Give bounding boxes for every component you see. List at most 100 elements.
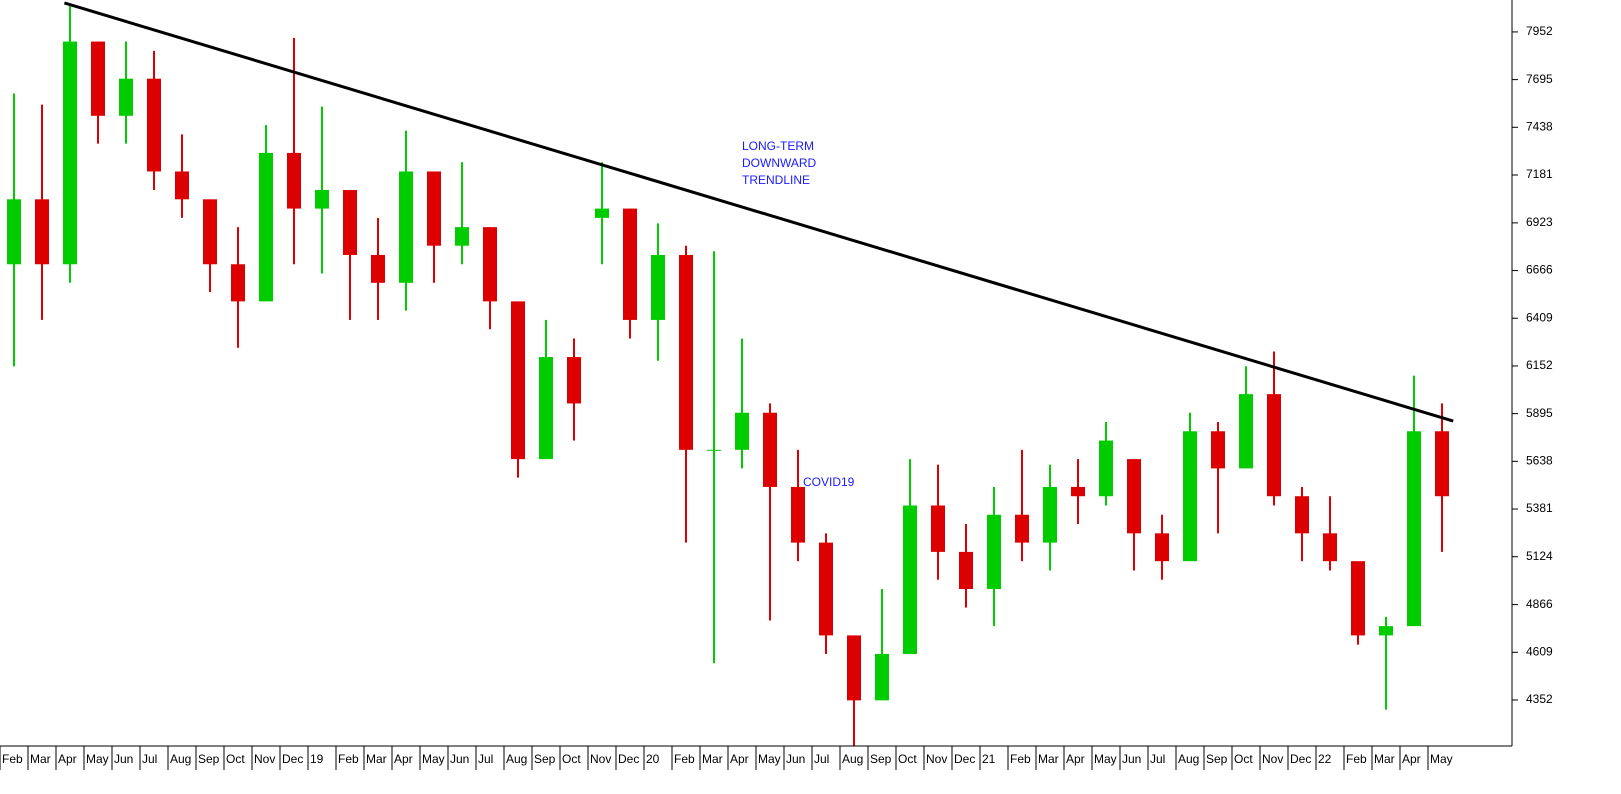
candle-body <box>399 171 413 283</box>
trendline <box>63 1 1454 423</box>
y-tick-label: 5895 <box>1526 406 1553 420</box>
candle-body <box>1379 626 1393 636</box>
x-tick-label: Feb <box>1010 752 1031 766</box>
x-tick-label: Feb <box>1346 752 1367 766</box>
x-tick-label: May <box>86 752 109 766</box>
candle-body <box>931 505 945 552</box>
x-tick-label: Apr <box>730 752 749 766</box>
candle-body <box>63 41 77 265</box>
candle-body <box>483 227 497 302</box>
candle-body <box>259 152 273 302</box>
candle-body <box>539 357 553 460</box>
x-tick-label: Feb <box>338 752 359 766</box>
candle-body <box>1211 431 1225 469</box>
candle-body <box>1127 459 1141 534</box>
y-tick-label: 6152 <box>1526 358 1553 372</box>
x-tick-label: Aug <box>170 752 191 766</box>
x-tick-label: Mar <box>702 752 723 766</box>
candle-body <box>231 264 245 302</box>
candle-body <box>427 171 441 246</box>
candle-body <box>91 41 105 116</box>
x-tick-label: May <box>1094 752 1117 766</box>
y-tick-label: 6923 <box>1526 215 1553 229</box>
x-tick-label: Oct <box>226 752 245 766</box>
y-tick-label: 5124 <box>1526 549 1553 563</box>
y-tick-label: 5381 <box>1526 501 1553 515</box>
x-tick-label: Dec <box>954 752 975 766</box>
x-tick-label: Mar <box>366 752 387 766</box>
x-tick-label: Jul <box>478 752 493 766</box>
candle-body <box>595 208 609 218</box>
x-tick-label: Jun <box>450 752 469 766</box>
x-tick-label: Feb <box>2 752 23 766</box>
x-tick-label: Sep <box>870 752 892 766</box>
x-tick-label: 20 <box>646 752 660 766</box>
x-tick-label: Jul <box>1150 752 1165 766</box>
candle-body <box>315 190 329 209</box>
x-tick-label: 22 <box>1318 752 1332 766</box>
candle-body <box>119 78 133 116</box>
candle-body <box>819 542 833 636</box>
candle-body <box>1267 394 1281 497</box>
candle-body <box>651 254 665 320</box>
candle-body <box>343 190 357 255</box>
candle-body <box>511 301 525 460</box>
x-tick-label: Aug <box>506 752 527 766</box>
x-tick-label: Jul <box>142 752 157 766</box>
x-tick-label: Aug <box>842 752 863 766</box>
x-tick-label: Jun <box>114 752 133 766</box>
candle-body <box>1323 533 1337 562</box>
annotation: TRENDLINE <box>742 173 810 187</box>
candle-body <box>679 254 693 450</box>
candle-body <box>707 449 721 451</box>
x-tick-label: Dec <box>618 752 639 766</box>
x-tick-label: Oct <box>1234 752 1253 766</box>
x-tick-label: Mar <box>1374 752 1395 766</box>
candle-body <box>623 208 637 320</box>
x-tick-label: Mar <box>1038 752 1059 766</box>
candle-body <box>735 412 749 450</box>
candle-body <box>847 635 861 701</box>
candle-body <box>1071 486 1085 497</box>
candle-body <box>791 486 805 543</box>
candle-body <box>763 412 777 487</box>
candle-body <box>1351 561 1365 636</box>
candle-body <box>1043 486 1057 543</box>
x-tick-label: Sep <box>534 752 556 766</box>
candle-body <box>1295 496 1309 534</box>
annotation: COVID19 <box>803 475 855 489</box>
x-tick-label: Jul <box>814 752 829 766</box>
x-tick-label: 19 <box>310 752 324 766</box>
y-tick-label: 6409 <box>1526 310 1553 324</box>
x-tick-label: May <box>422 752 445 766</box>
candle-body <box>147 78 161 172</box>
x-tick-label: Feb <box>674 752 695 766</box>
x-tick-label: Nov <box>1262 752 1283 766</box>
candle-body <box>371 254 385 283</box>
annotation: LONG-TERM <box>742 139 814 153</box>
x-tick-label: Nov <box>926 752 947 766</box>
x-tick-label: May <box>1430 752 1453 766</box>
x-tick-label: Nov <box>590 752 611 766</box>
candle-body <box>987 514 1001 590</box>
y-tick-label: 7695 <box>1526 72 1553 86</box>
x-tick-label: Mar <box>30 752 51 766</box>
candle-body <box>203 199 217 265</box>
x-tick-label: 21 <box>982 752 996 766</box>
plot <box>7 4 1449 746</box>
x-tick-label: Dec <box>282 752 303 766</box>
y-tick-label: 6666 <box>1526 263 1553 277</box>
candle-body <box>1155 533 1169 562</box>
candle-body <box>287 152 301 209</box>
y-tick-label: 7438 <box>1526 119 1553 133</box>
x-tick-label: May <box>758 752 781 766</box>
y-tick-label: 4352 <box>1526 692 1553 706</box>
candle-body <box>1435 431 1449 497</box>
x-tick-label: Apr <box>1402 752 1421 766</box>
candle-body <box>903 505 917 654</box>
x-tick-label: Sep <box>1206 752 1228 766</box>
x-tick-label: Oct <box>898 752 917 766</box>
x-tick-label: Jun <box>1122 752 1141 766</box>
